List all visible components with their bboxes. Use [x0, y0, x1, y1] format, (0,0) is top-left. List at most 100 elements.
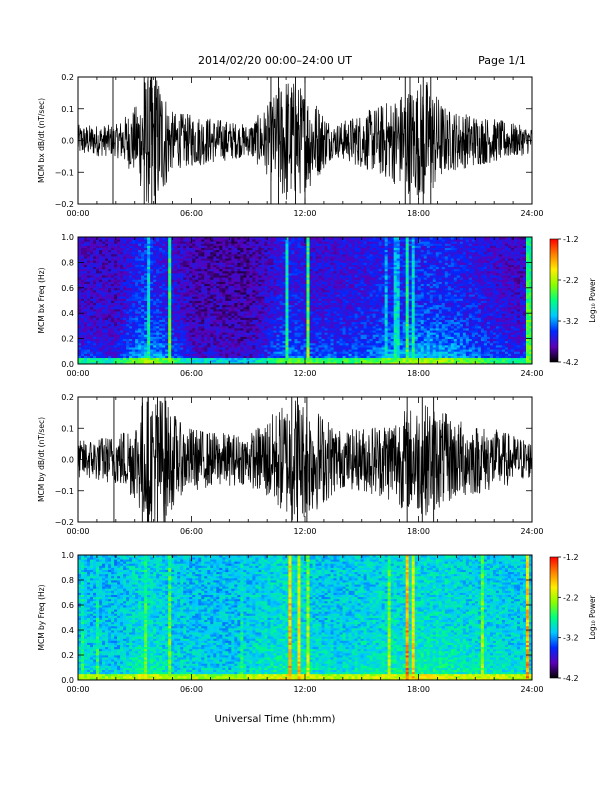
heatmap-cell — [117, 306, 121, 310]
heatmap-cell — [96, 253, 100, 257]
heatmap-cell — [294, 296, 298, 299]
heatmap-cell — [255, 334, 259, 337]
heatmap-cell — [138, 281, 142, 284]
heatmap-cell — [168, 239, 172, 242]
heatmap-cell — [249, 344, 253, 348]
heatmap-cell — [261, 241, 265, 244]
heatmap-cell — [288, 353, 292, 356]
heatmap-cell — [309, 272, 313, 276]
heatmap-cell — [243, 249, 247, 253]
heatmap-cell — [285, 361, 289, 365]
heatmap-cell — [312, 361, 316, 365]
heatmap-cell — [222, 264, 226, 268]
heatmap-cell — [276, 340, 280, 344]
heatmap-cell — [216, 317, 220, 320]
heatmap-cell — [93, 334, 97, 337]
heatmap-cell — [300, 347, 304, 350]
heatmap-cell — [78, 251, 82, 255]
heatmap-cell — [180, 313, 184, 316]
heatmap-cell — [168, 336, 172, 339]
heatmap-cell — [234, 351, 238, 354]
heatmap-cell — [255, 245, 259, 248]
heatmap-cell — [252, 262, 256, 265]
heatmap-cell — [153, 342, 157, 346]
heatmap-cell — [198, 294, 202, 297]
heatmap-cell — [81, 287, 85, 291]
heatmap-cell — [264, 302, 268, 306]
heatmap-cell — [258, 332, 262, 335]
heatmap-cell — [243, 289, 247, 293]
heatmap-cell — [231, 317, 235, 320]
heatmap-cell — [192, 344, 196, 348]
heatmap-cell — [156, 256, 160, 259]
heatmap-cell — [234, 262, 238, 265]
heatmap-cell — [120, 355, 124, 359]
heatmap-cell — [249, 302, 253, 306]
heatmap-cell — [234, 321, 238, 325]
heatmap-cell — [159, 336, 163, 339]
heatmap-cell — [168, 328, 172, 331]
heatmap-cell — [123, 247, 127, 251]
heatmap-cell — [228, 359, 232, 363]
heatmap-cell — [219, 340, 223, 344]
heatmap-cell — [231, 336, 235, 339]
heatmap-cell — [297, 285, 301, 289]
heatmap-cell — [102, 258, 106, 261]
heatmap-cell — [183, 260, 187, 263]
heatmap-cell — [129, 306, 133, 310]
heatmap-cell — [123, 349, 127, 352]
heatmap-cell — [261, 289, 265, 293]
heatmap-cell — [312, 279, 316, 282]
heatmap-cell — [90, 317, 94, 320]
heatmap-cell — [192, 340, 196, 344]
heatmap-cell — [240, 308, 244, 312]
heatmap-cell — [273, 258, 277, 261]
heatmap-cell — [303, 321, 307, 325]
heatmap-cell — [219, 260, 223, 263]
heatmap-cell — [288, 247, 292, 251]
heatmap-cell — [246, 321, 250, 325]
heatmap-cell — [207, 304, 211, 308]
heatmap-cell — [231, 311, 235, 314]
heatmap-cell — [306, 332, 310, 335]
heatmap-cell — [282, 249, 286, 253]
heatmap-cell — [294, 277, 298, 280]
heatmap-cell — [177, 249, 181, 253]
heatmap-cell — [117, 281, 121, 284]
heatmap-cell — [147, 279, 151, 282]
heatmap-cell — [117, 334, 121, 337]
heatmap-cell — [111, 351, 115, 354]
heatmap-cell — [87, 347, 91, 350]
heatmap-cell — [297, 251, 301, 255]
heatmap-cell — [90, 298, 94, 301]
heatmap-cell — [120, 239, 124, 242]
heatmap-cell — [306, 237, 310, 240]
heatmap-cell — [123, 258, 127, 261]
heatmap-cell — [321, 351, 325, 354]
heatmap-cell — [276, 311, 280, 314]
heatmap-cell — [288, 357, 292, 361]
heatmap-cell — [189, 260, 193, 263]
heatmap-cell — [279, 237, 283, 240]
heatmap-cell — [264, 349, 268, 352]
heatmap-cell — [222, 349, 226, 352]
heatmap-cell — [288, 292, 292, 295]
heatmap-cell — [291, 357, 295, 361]
heatmap-cell — [219, 243, 223, 246]
heatmap-cell — [159, 264, 163, 268]
heatmap-cell — [198, 253, 202, 257]
heatmap-cell — [237, 281, 241, 284]
heatmap-cell — [174, 283, 178, 287]
heatmap-cell — [162, 251, 166, 255]
heatmap-cell — [108, 321, 112, 325]
heatmap-cell — [315, 321, 319, 325]
heatmap-cell — [270, 328, 274, 331]
y-tick-label: 0.0 — [61, 137, 74, 146]
heatmap-cell — [144, 281, 148, 284]
heatmap-cell — [270, 319, 274, 323]
heatmap-cell — [183, 313, 187, 316]
heatmap-cell — [270, 270, 274, 274]
heatmap-cell — [234, 342, 238, 346]
heatmap-cell — [135, 353, 139, 356]
heatmap-cell — [255, 300, 259, 304]
